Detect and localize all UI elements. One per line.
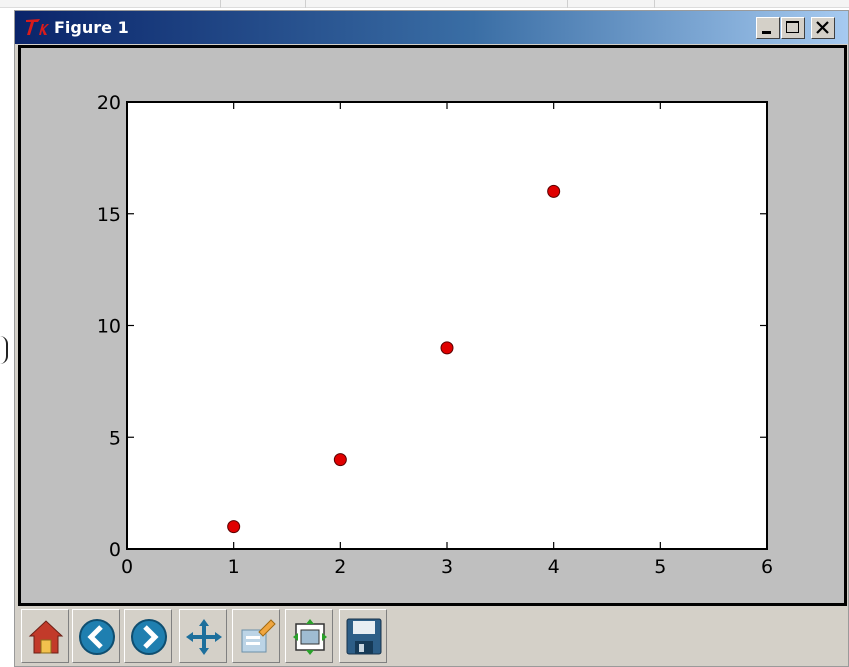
background-window-strip xyxy=(0,0,849,8)
window-title: Figure 1 xyxy=(54,18,129,37)
forward-button[interactable] xyxy=(124,609,172,663)
x-tick-label: 2 xyxy=(334,556,346,578)
x-tick-label: 0 xyxy=(121,556,133,578)
y-tick-label: 20 xyxy=(97,92,121,114)
close-icon xyxy=(816,21,829,34)
save-floppy-icon xyxy=(346,618,382,655)
zoom-rectangle-icon xyxy=(241,619,276,653)
y-tick-label: 15 xyxy=(97,204,121,226)
close-button[interactable] xyxy=(811,17,835,39)
data-point xyxy=(440,341,454,355)
figure-window: Figure 1 0 1 2 3 4 5 6 0 5 10 15 20 xyxy=(14,10,849,667)
title-bar[interactable]: Figure 1 xyxy=(15,11,848,44)
y-tick-label: 0 xyxy=(109,539,121,561)
maximize-button[interactable] xyxy=(781,17,805,39)
maximize-icon xyxy=(786,21,799,33)
home-button[interactable] xyxy=(21,609,69,663)
pan-move-icon xyxy=(186,619,222,655)
save-button[interactable] xyxy=(339,609,387,663)
back-button[interactable] xyxy=(72,609,120,663)
plot-area xyxy=(126,101,768,550)
figure-canvas[interactable]: 0 1 2 3 4 5 6 0 5 10 15 20 xyxy=(18,45,847,606)
tk-logo-icon xyxy=(26,19,49,35)
minimize-icon xyxy=(762,31,771,34)
background-edge-glyph xyxy=(0,336,8,364)
y-tick-label: 5 xyxy=(109,427,121,449)
x-tick-label: 4 xyxy=(548,556,560,578)
minimize-button[interactable] xyxy=(756,17,780,39)
pan-button[interactable] xyxy=(179,609,227,663)
configure-subplots-icon xyxy=(293,619,327,655)
data-point xyxy=(227,520,241,534)
scatter-chart: 0 1 2 3 4 5 6 0 5 10 15 20 xyxy=(97,92,773,578)
x-tick-label: 6 xyxy=(761,556,773,578)
data-point xyxy=(333,453,347,467)
x-tick-label: 1 xyxy=(228,556,240,578)
forward-arrow-icon xyxy=(131,619,167,655)
home-icon xyxy=(28,620,64,654)
y-tick-label: 10 xyxy=(97,316,121,338)
x-tick-label: 5 xyxy=(654,556,666,578)
x-tick-label: 3 xyxy=(441,556,453,578)
back-arrow-icon xyxy=(79,619,115,655)
data-point xyxy=(547,184,561,198)
configure-subplots-button[interactable] xyxy=(285,609,333,663)
zoom-button[interactable] xyxy=(232,609,280,663)
